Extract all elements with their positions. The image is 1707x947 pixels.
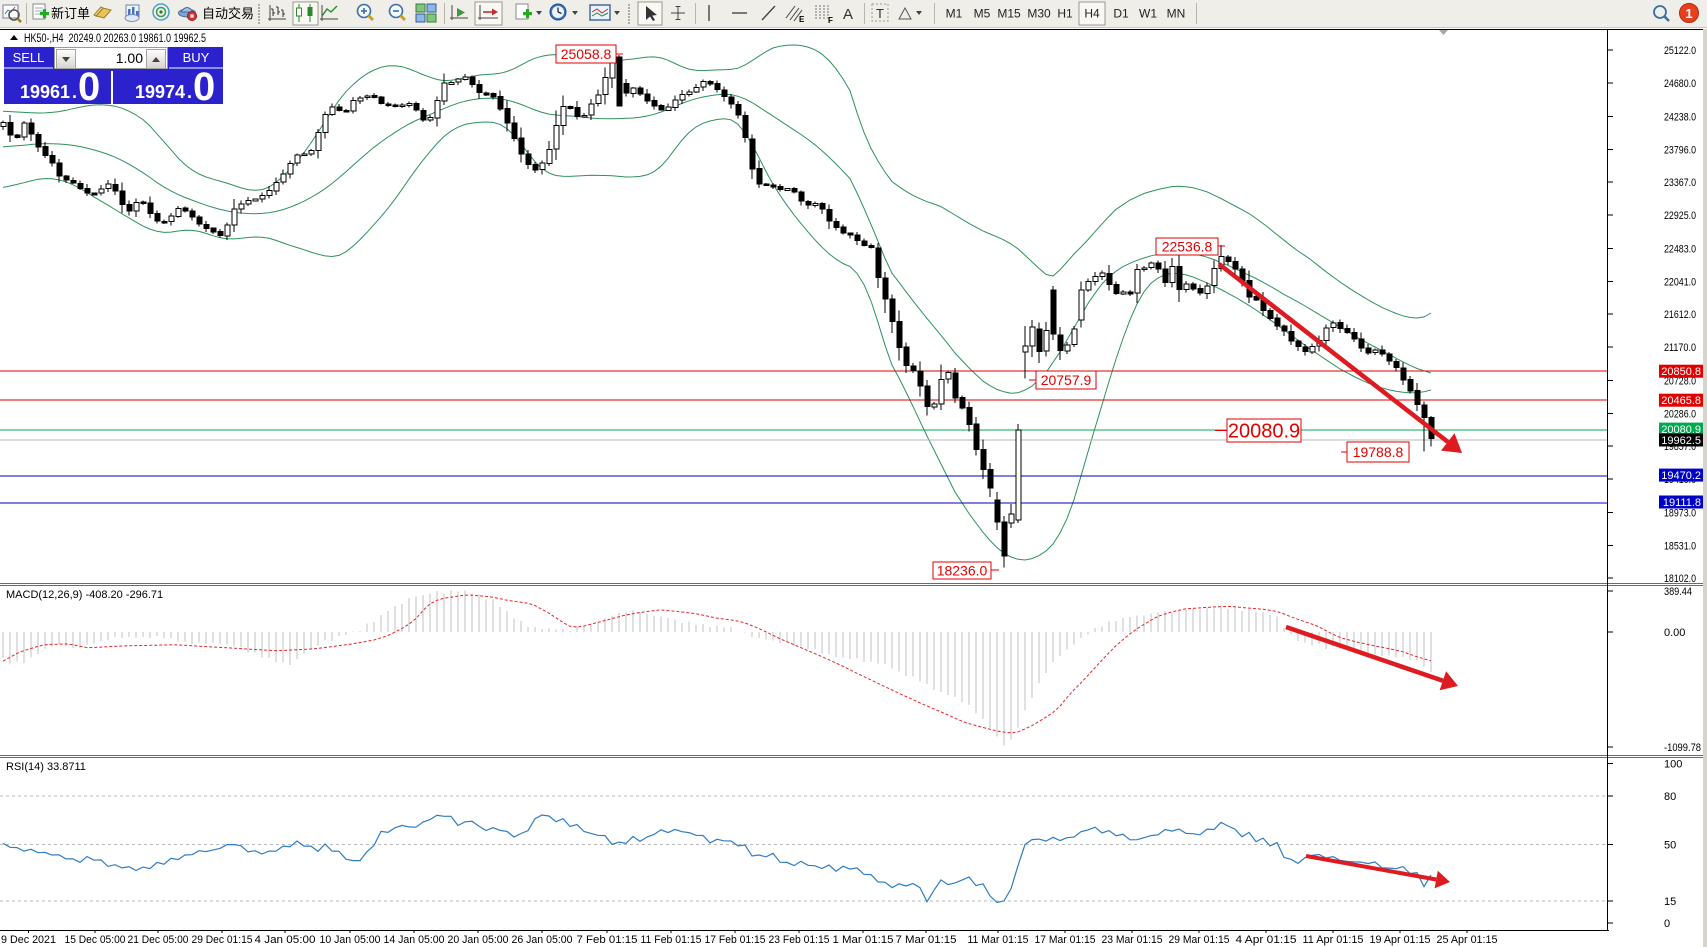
- svg-text:20080.9: 20080.9: [1228, 421, 1300, 443]
- svg-text:15 Dec 05:00: 15 Dec 05:00: [65, 934, 126, 946]
- svg-text:-1099.78: -1099.78: [1664, 742, 1701, 754]
- svg-text:20 Jan 05:00: 20 Jan 05:00: [448, 934, 509, 946]
- svg-text:自动交易: 自动交易: [202, 6, 254, 21]
- svg-text:19788.8: 19788.8: [1353, 444, 1404, 460]
- svg-text:19962.5: 19962.5: [1661, 435, 1701, 447]
- svg-text:50: 50: [1664, 840, 1676, 852]
- svg-text:80: 80: [1664, 791, 1676, 803]
- svg-text:11 Apr 01:15: 11 Apr 01:15: [1303, 934, 1364, 946]
- svg-text:22536.8: 22536.8: [1162, 239, 1213, 255]
- svg-text:M30: M30: [1027, 7, 1051, 21]
- svg-text:18531.0: 18531.0: [1664, 541, 1696, 553]
- svg-text:22925.0: 22925.0: [1664, 210, 1696, 222]
- svg-text:F: F: [828, 16, 833, 25]
- svg-text:20757.9: 20757.9: [1041, 372, 1092, 388]
- svg-text:25058.8: 25058.8: [561, 46, 612, 62]
- svg-text:M1: M1: [946, 7, 963, 21]
- svg-text:22041.0: 22041.0: [1664, 277, 1696, 289]
- svg-text:23 Mar 01:15: 23 Mar 01:15: [1102, 934, 1163, 946]
- svg-text:20850.8: 20850.8: [1661, 366, 1701, 378]
- svg-text:22483.0: 22483.0: [1664, 243, 1696, 255]
- svg-text:24680.0: 24680.0: [1664, 78, 1696, 90]
- svg-text:W1: W1: [1139, 7, 1157, 21]
- svg-text:0.00: 0.00: [1664, 627, 1685, 639]
- svg-text:14 Jan 05:00: 14 Jan 05:00: [384, 934, 445, 946]
- svg-text:100: 100: [1664, 759, 1682, 771]
- svg-text:4 Apr 01:15: 4 Apr 01:15: [1236, 934, 1297, 946]
- svg-text:1 Mar 01:15: 1 Mar 01:15: [833, 934, 894, 946]
- svg-text:新订单: 新订单: [51, 6, 90, 21]
- svg-text:29 Mar 01:15: 29 Mar 01:15: [1169, 934, 1230, 946]
- svg-text:20286.0: 20286.0: [1664, 409, 1696, 421]
- svg-text:26 Jan 05:00: 26 Jan 05:00: [512, 934, 573, 946]
- svg-text:E: E: [799, 15, 805, 24]
- svg-text:0: 0: [1664, 918, 1670, 930]
- svg-text:18973.0: 18973.0: [1664, 507, 1696, 519]
- svg-text:29 Dec 01:15: 29 Dec 01:15: [192, 934, 253, 946]
- svg-text:24238.0: 24238.0: [1664, 111, 1696, 123]
- svg-text:21170.0: 21170.0: [1664, 342, 1696, 354]
- svg-text:19470.2: 19470.2: [1661, 470, 1701, 482]
- svg-text:10 Jan 05:00: 10 Jan 05:00: [320, 934, 381, 946]
- svg-text:23367.0: 23367.0: [1664, 177, 1696, 189]
- svg-text:M5: M5: [974, 7, 991, 21]
- svg-text:23 Feb 01:15: 23 Feb 01:15: [769, 934, 830, 946]
- svg-text:21 Dec 05:00: 21 Dec 05:00: [128, 934, 189, 946]
- svg-text:25122.0: 25122.0: [1664, 45, 1696, 57]
- svg-text:20728.0: 20728.0: [1664, 375, 1696, 387]
- svg-text:4 Jan 05:00: 4 Jan 05:00: [255, 934, 316, 946]
- svg-text:18102.0: 18102.0: [1664, 573, 1696, 585]
- svg-text:11 Mar 01:15: 11 Mar 01:15: [968, 934, 1029, 946]
- svg-text:20080.9: 20080.9: [1661, 424, 1701, 436]
- svg-text:23796.0: 23796.0: [1664, 145, 1696, 157]
- svg-text:11 Feb 01:15: 11 Feb 01:15: [641, 934, 702, 946]
- svg-text:389.44: 389.44: [1664, 586, 1692, 598]
- svg-text:7 Feb 01:15: 7 Feb 01:15: [577, 934, 638, 946]
- svg-text:RSI(14) 33.8711: RSI(14) 33.8711: [6, 761, 86, 773]
- svg-text:15: 15: [1664, 896, 1676, 908]
- svg-text:17 Mar 01:15: 17 Mar 01:15: [1035, 934, 1096, 946]
- svg-text:H1: H1: [1057, 7, 1073, 21]
- svg-text:A: A: [843, 6, 853, 23]
- svg-text:19 Apr 01:15: 19 Apr 01:15: [1370, 934, 1431, 946]
- svg-text:9 Dec 2021: 9 Dec 2021: [1, 934, 56, 946]
- svg-text:20465.8: 20465.8: [1661, 395, 1701, 407]
- svg-text:T: T: [876, 6, 884, 21]
- svg-text:17 Feb 01:15: 17 Feb 01:15: [705, 934, 766, 946]
- svg-text:1: 1: [1685, 6, 1692, 21]
- svg-text:21612.0: 21612.0: [1664, 309, 1696, 321]
- svg-text:25 Apr 01:15: 25 Apr 01:15: [1437, 934, 1498, 946]
- svg-text:D1: D1: [1113, 7, 1129, 21]
- svg-text:H4: H4: [1084, 7, 1100, 21]
- svg-text:18236.0: 18236.0: [937, 563, 988, 579]
- svg-text:7 Mar 01:15: 7 Mar 01:15: [896, 934, 957, 946]
- svg-text:M15: M15: [997, 7, 1021, 21]
- svg-text:MACD(12,26,9) -408.20 -296.71: MACD(12,26,9) -408.20 -296.71: [6, 589, 163, 601]
- svg-text:19111.8: 19111.8: [1663, 497, 1701, 509]
- svg-text:MN: MN: [1167, 7, 1186, 21]
- svg-text:HK50-,H4 20249.0 20263.0 1986: HK50-,H4 20249.0 20263.0 19861.0 19962.5: [24, 33, 206, 45]
